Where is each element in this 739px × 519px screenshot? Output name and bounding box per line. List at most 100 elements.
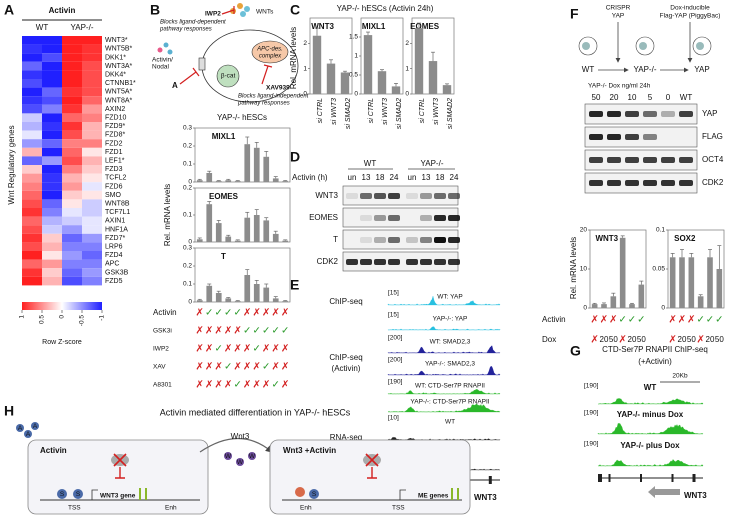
row-label: WNT3	[315, 191, 338, 200]
diagram-label: Dox-inducible	[670, 5, 710, 12]
protein	[216, 64, 240, 88]
condition-mark: ✓	[262, 362, 270, 373]
gene-label: FZD9*	[105, 123, 126, 130]
track-label: YAP-/-: CTD-Ser7P RNAPII	[410, 399, 489, 406]
heatmap-cell	[82, 44, 102, 54]
band	[406, 193, 418, 199]
condition-mark: ✗	[281, 344, 289, 355]
diagram-note: pathway responses	[237, 101, 290, 107]
smad	[73, 489, 83, 499]
band	[388, 237, 400, 243]
colorbar	[22, 302, 102, 310]
track-label: WT: SMAD2,3	[430, 339, 471, 346]
heatmap-cell	[82, 61, 102, 71]
bar	[253, 147, 260, 182]
gene-label: FZD8*	[105, 132, 126, 139]
state-label: YAP	[694, 65, 709, 74]
group-label: Activin	[49, 6, 76, 15]
band	[448, 215, 460, 221]
bar	[234, 240, 241, 242]
band	[434, 193, 446, 199]
track-label: WT: YAP	[437, 294, 462, 301]
band	[420, 215, 432, 221]
panel-label: E	[290, 277, 299, 293]
heatmap-cell	[82, 268, 102, 277]
bar	[428, 61, 438, 94]
ligand	[236, 458, 244, 466]
heatmap-cell	[22, 156, 42, 165]
band	[607, 111, 621, 117]
colorbar-tick-label: -1	[99, 315, 106, 321]
signal-track	[598, 397, 704, 405]
exon	[488, 476, 492, 484]
bar	[363, 35, 373, 94]
ligand	[24, 430, 32, 438]
condition-mark: ✗	[272, 308, 280, 319]
heatmap-cell	[22, 251, 42, 260]
heatmap-cell	[42, 122, 62, 131]
heatmap-cell	[62, 53, 82, 62]
heatmap-cell	[42, 233, 62, 243]
condition-mark: ✗	[205, 344, 213, 355]
x-tick-label: si CTRL	[317, 98, 324, 123]
bar	[206, 285, 213, 302]
band	[607, 180, 621, 186]
heatmap-cell	[42, 70, 62, 79]
heatmap-cell	[82, 199, 102, 208]
bar	[312, 35, 322, 94]
chart-frame	[194, 127, 291, 183]
up-arrows	[451, 488, 459, 500]
site-label: Enh	[165, 505, 177, 512]
band	[679, 111, 693, 117]
bar	[215, 293, 222, 302]
bar	[716, 269, 723, 308]
bar	[253, 215, 260, 242]
diagram-note: Blocks ligand-independent	[238, 94, 309, 100]
diagram-label: Nodal	[152, 64, 170, 71]
heatmap-cell	[22, 182, 42, 191]
bar	[377, 71, 387, 94]
heatmap-cell	[82, 87, 102, 97]
heatmap-cell	[62, 251, 82, 260]
bar	[253, 284, 260, 302]
diagram-note: pathway responses	[159, 27, 212, 33]
condition-mark: ✗	[262, 344, 270, 355]
condition-mark: ✗	[196, 344, 204, 355]
condition-mark: ✗	[696, 335, 704, 346]
band	[374, 237, 386, 243]
condition-mark: ✓	[253, 344, 261, 355]
heatmap-cell	[42, 259, 62, 269]
heatmap-cell	[62, 96, 82, 105]
heatmap-cell	[22, 130, 42, 140]
heatmap-cell	[42, 251, 62, 260]
condition-mark: ✗	[668, 315, 676, 326]
condition-mark: ✗	[224, 380, 232, 391]
row-label: FLAG	[702, 132, 723, 141]
band	[589, 111, 603, 117]
bar	[244, 275, 251, 302]
heatmap-cell	[22, 199, 42, 208]
heatmap-cell	[82, 173, 102, 183]
condition-mark: ✓	[715, 315, 723, 326]
smad-label: S	[76, 491, 81, 498]
smad-label: S	[312, 491, 317, 498]
site-label: TSS	[392, 505, 405, 512]
heatmap-cell	[62, 79, 82, 88]
band	[360, 193, 372, 199]
heatmap-cell	[62, 190, 82, 200]
gene-label: GSK3B	[105, 269, 129, 276]
condition-mark: ✓	[215, 308, 223, 319]
x-tick-label: si SMAD2	[396, 98, 403, 129]
condition-mark: 20	[706, 335, 715, 344]
band	[679, 157, 693, 163]
band	[434, 259, 446, 265]
condition-mark: ✗	[243, 308, 251, 319]
ligand	[224, 452, 232, 460]
chart-title: SOX2	[674, 234, 696, 243]
condition-label: Activin	[542, 315, 566, 324]
heatmap-cell	[22, 173, 42, 183]
diagram-note: Blocks ligand-dependent	[160, 20, 226, 26]
heatmap-cell	[22, 122, 42, 131]
condition-mark: ✗	[687, 315, 695, 326]
